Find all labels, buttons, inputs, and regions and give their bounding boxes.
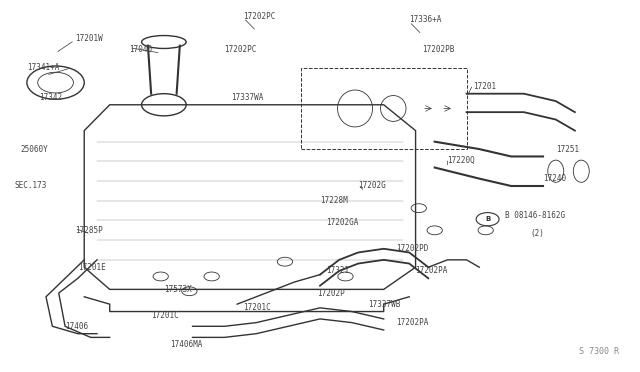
Text: 17201: 17201	[473, 82, 496, 91]
Text: 17251: 17251	[556, 145, 579, 154]
Text: 17202PB: 17202PB	[422, 45, 454, 54]
Text: 17201W: 17201W	[75, 34, 102, 43]
Text: 25060Y: 25060Y	[20, 145, 48, 154]
Text: 17573X: 17573X	[164, 285, 191, 294]
Text: 17040: 17040	[129, 45, 152, 54]
Text: 17337WA: 17337WA	[231, 93, 263, 102]
Text: 17201C: 17201C	[244, 303, 271, 312]
Text: 17202P: 17202P	[317, 289, 344, 298]
Text: 17228M: 17228M	[320, 196, 348, 205]
Text: B: B	[485, 216, 490, 222]
Text: 17336+A: 17336+A	[409, 15, 442, 24]
Text: 17201C: 17201C	[151, 311, 179, 320]
Text: 17202G: 17202G	[358, 182, 386, 190]
Text: SEC.173: SEC.173	[14, 182, 47, 190]
Text: 17202PD: 17202PD	[396, 244, 429, 253]
Text: 17240: 17240	[543, 174, 566, 183]
Text: 17220Q: 17220Q	[447, 155, 475, 165]
Text: B 08146-8162G: B 08146-8162G	[505, 211, 565, 220]
Text: 17337WB: 17337WB	[368, 300, 400, 309]
Text: 17342: 17342	[40, 93, 63, 102]
Text: 17341+A: 17341+A	[27, 63, 60, 72]
Text: 17202GA: 17202GA	[326, 218, 359, 227]
Text: 17406MA: 17406MA	[170, 340, 203, 349]
Text: (2): (2)	[531, 230, 544, 238]
Text: 17202PA: 17202PA	[415, 266, 448, 275]
Text: 17285P: 17285P	[75, 226, 102, 235]
Text: 17202PA: 17202PA	[396, 318, 429, 327]
Text: 17202PC: 17202PC	[244, 12, 276, 21]
Text: 17406: 17406	[65, 322, 88, 331]
Text: S 7300 R: S 7300 R	[579, 347, 620, 356]
Text: 17202PC: 17202PC	[225, 45, 257, 54]
Text: 17201E: 17201E	[78, 263, 106, 272]
Text: 17321: 17321	[326, 266, 349, 275]
